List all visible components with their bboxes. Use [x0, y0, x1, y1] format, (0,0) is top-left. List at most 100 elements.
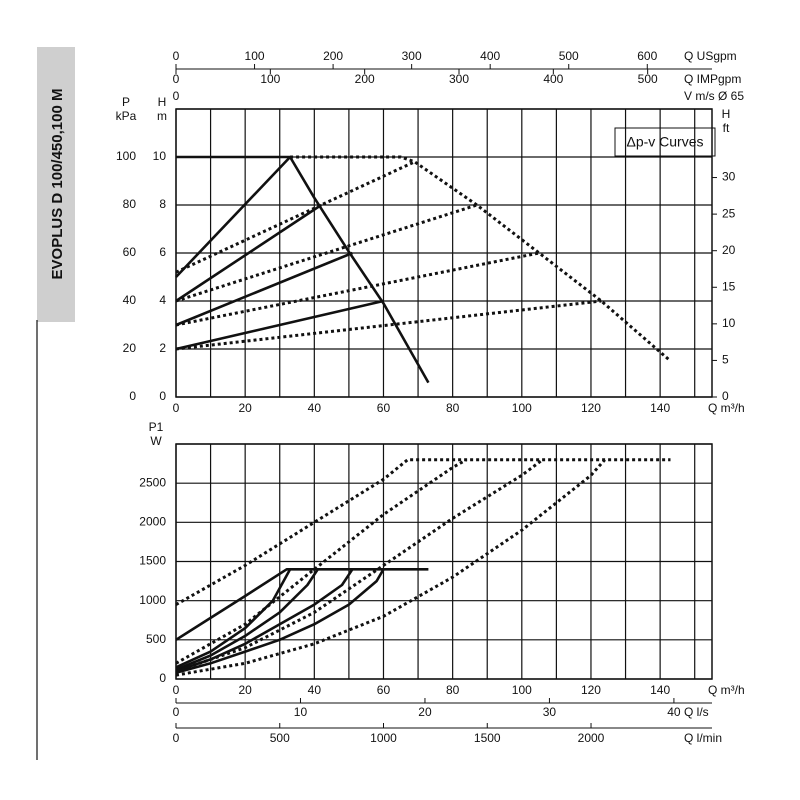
y-tick-label: 1000	[139, 593, 166, 607]
y2-tick-label: 25	[722, 206, 736, 220]
axis-label: Q l/min	[684, 731, 722, 745]
y-tick-label: 4	[159, 293, 166, 307]
x-tick-label: 80	[446, 401, 460, 415]
x-tick-label: 0	[173, 401, 180, 415]
tick-label: 0	[173, 731, 180, 745]
x-tick-label: 20	[238, 401, 252, 415]
annotation-box	[614, 127, 716, 157]
series-line	[175, 203, 322, 303]
tick-label: 300	[449, 72, 469, 86]
tick-label: 400	[543, 72, 563, 86]
y2-tick-label: 0	[722, 389, 729, 403]
axis-label: Q USgpm	[684, 49, 737, 63]
tick-label: 100	[260, 72, 280, 86]
tick-label: 400	[480, 49, 500, 63]
series-line	[175, 568, 429, 641]
tick-label: 100	[245, 49, 265, 63]
series-line	[175, 203, 478, 303]
y-kpa-tick-label: 60	[123, 245, 137, 259]
tick-label: 300	[402, 49, 422, 63]
tick-label: 0	[173, 49, 180, 63]
side-title: EVOPLUS D 100/450,100 M	[49, 89, 66, 280]
axis-label: Q l/s	[684, 705, 709, 719]
x-tick-label: 140	[650, 683, 670, 697]
x-tick-label: 80	[446, 683, 460, 697]
tick-label: 10	[294, 705, 308, 719]
series-line	[175, 156, 292, 278]
x-tick-label: 20	[238, 683, 252, 697]
tick-label: 0	[173, 72, 180, 86]
y-kpa-tick-label: 80	[123, 197, 137, 211]
y-axis-label: m	[157, 109, 167, 123]
y-kpa-tick-label: 100	[116, 149, 136, 163]
series-line	[175, 251, 353, 327]
tick-label: 30	[543, 705, 557, 719]
y2-axis-label: H	[722, 107, 731, 121]
axis-label: Q IMPgpm	[684, 72, 741, 86]
tick-label: 20	[418, 705, 432, 719]
series-line	[176, 155, 430, 384]
y-tick-label: 0	[159, 389, 166, 403]
x-axis-label: Q m³/h	[708, 683, 745, 697]
x-tick-label: 100	[512, 683, 532, 697]
tick-label: 200	[323, 49, 343, 63]
y-axis-label: H	[158, 95, 167, 109]
tick-label: 1500	[474, 731, 501, 745]
y2-tick-label: 20	[722, 243, 736, 257]
y2-tick-label: 10	[722, 316, 736, 330]
tick-label: 0	[173, 89, 180, 103]
series-line	[290, 155, 672, 363]
x-tick-label: 60	[377, 401, 391, 415]
series-line	[175, 458, 544, 673]
plot-frame	[175, 443, 713, 680]
tick-label: 0	[173, 705, 180, 719]
tick-label: 500	[270, 731, 290, 745]
title-box	[37, 47, 75, 322]
y-tick-label: 1500	[139, 554, 166, 568]
y-tick-label: 500	[146, 632, 166, 646]
x-tick-label: 60	[377, 683, 391, 697]
series-line	[175, 299, 384, 351]
tick-label: 600	[637, 49, 657, 63]
series-line	[175, 458, 468, 665]
y-tick-label: 8	[159, 197, 166, 211]
y-tick-label: 2500	[139, 475, 166, 489]
y-kpa-tick-label: 20	[123, 341, 137, 355]
tick-label: 1000	[370, 731, 397, 745]
y-kpa-tick-label: 0	[129, 389, 136, 403]
y2-tick-label: 5	[722, 353, 729, 367]
series-line	[175, 568, 385, 674]
series-line	[175, 160, 416, 274]
x-tick-label: 120	[581, 401, 601, 415]
y2-tick-label: 30	[722, 170, 736, 184]
tick-label: 2000	[578, 731, 605, 745]
y-axis-label: P1	[149, 420, 164, 434]
tick-label: 500	[638, 72, 658, 86]
y2-tick-label: 15	[722, 279, 736, 293]
y-kpa-label: P	[122, 95, 130, 109]
y-tick-label: 0	[159, 671, 166, 685]
y-tick-label: 6	[159, 245, 166, 259]
x-tick-label: 100	[512, 401, 532, 415]
series-line	[175, 568, 319, 671]
x-axis-label: Q m³/h	[708, 401, 745, 415]
axis-label: V m/s Ø 65	[684, 89, 744, 103]
x-tick-label: 40	[308, 401, 322, 415]
series-line	[175, 251, 540, 327]
x-tick-label: 0	[173, 683, 180, 697]
y-axis-label: W	[150, 434, 162, 448]
y-kpa-tick-label: 40	[123, 293, 137, 307]
series-line	[175, 299, 602, 351]
tick-label: 40	[667, 705, 681, 719]
y2-axis-label: ft	[723, 121, 730, 135]
x-tick-label: 140	[650, 401, 670, 415]
y-kpa-label: kPa	[116, 109, 137, 123]
y-tick-label: 10	[153, 149, 167, 163]
y-tick-label: 2000	[139, 515, 166, 529]
annotation: Δp-v Curves	[626, 134, 703, 150]
tick-label: 200	[355, 72, 375, 86]
series-line	[175, 568, 292, 669]
y-tick-label: 2	[159, 341, 166, 355]
x-tick-label: 120	[581, 683, 601, 697]
